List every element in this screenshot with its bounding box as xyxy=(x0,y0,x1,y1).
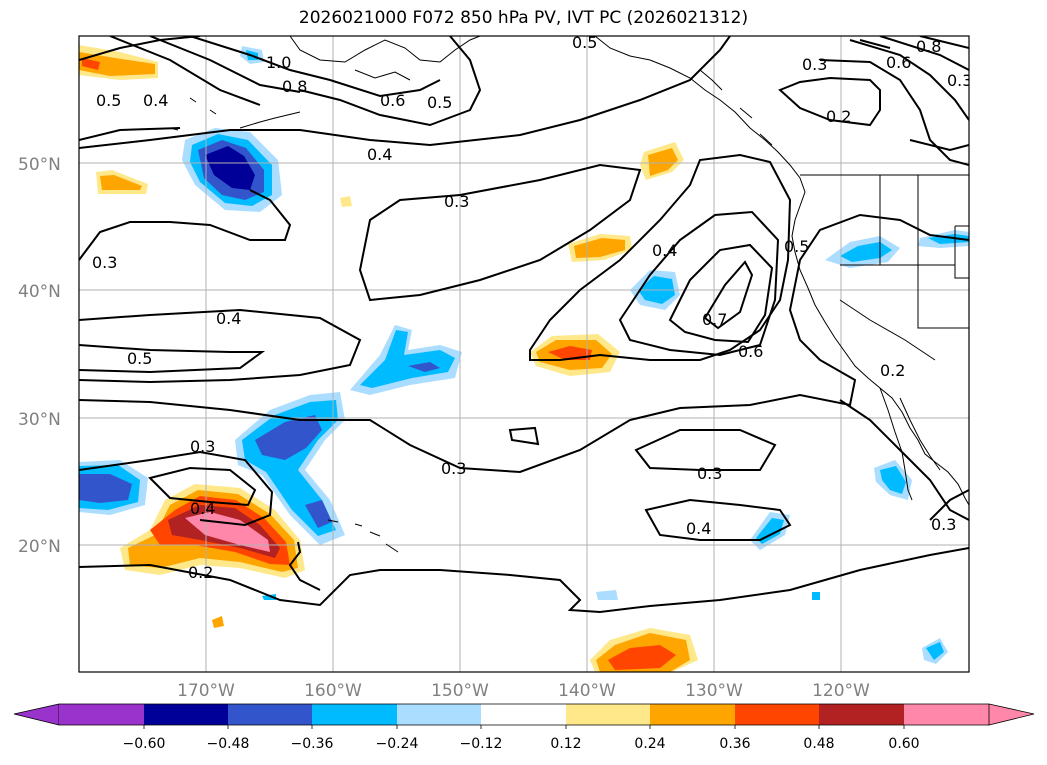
lon-label: 170°W xyxy=(177,681,235,701)
colorbar-segment xyxy=(59,704,144,725)
colorbar-tick-label: 0.48 xyxy=(803,736,834,752)
map-frame xyxy=(78,35,970,673)
colorbar-segment xyxy=(650,704,735,725)
colorbar-tick-label: 0.12 xyxy=(550,736,581,752)
colorbar-segment xyxy=(566,704,650,725)
longitude-labels: 170°W 160°W 150°W 140°W 130°W 120°W xyxy=(177,681,870,701)
latitude-labels: 50°N 40°N 30°N 20°N xyxy=(18,155,61,557)
colorbar-extend-right xyxy=(988,703,1035,726)
contour-label: 1.0 xyxy=(266,53,291,72)
colorbar-segment xyxy=(228,704,312,725)
contour-label: 0.8 xyxy=(916,37,941,56)
lat-label: 50°N xyxy=(18,155,61,175)
contour-label: 0.3 xyxy=(802,55,827,74)
colorbar-segment xyxy=(312,704,397,725)
contour-label: 0.4 xyxy=(143,91,168,110)
contour-label: 0.3 xyxy=(697,464,722,483)
contour-label: 0.2 xyxy=(826,107,851,126)
colorbar-tick-label: 0.60 xyxy=(888,736,919,752)
map-title: 2026021000 F072 850 hPa PV, IVT PC (2026… xyxy=(298,8,749,28)
lat-label: 30°N xyxy=(18,410,61,430)
contour-label-group: 1.0 0.8 0.6 0.5 0.5 0.4 0.4 0.3 0.3 0.4 … xyxy=(92,33,972,582)
contour-label: 0.3 xyxy=(441,459,466,478)
colorbar-extend-left xyxy=(13,703,60,726)
contour-lines xyxy=(79,36,969,614)
colorbar-segment xyxy=(144,704,228,725)
contour-label: 0.3 xyxy=(190,437,215,456)
colorbar-segment xyxy=(735,704,819,725)
contour-label: 0.7 xyxy=(702,310,727,329)
colorbar-segment xyxy=(904,704,989,725)
colorbar-tick-label: −0.24 xyxy=(376,736,419,752)
contour-label: 0.5 xyxy=(127,349,152,368)
contour-label: 0.5 xyxy=(572,33,597,52)
contour-label: 0.5 xyxy=(96,91,121,110)
colorbar-segment xyxy=(819,704,904,725)
colorbar-tick-label: 0.24 xyxy=(634,736,665,752)
colorbar-tick-label: −0.48 xyxy=(207,736,250,752)
lat-label: 40°N xyxy=(18,282,61,302)
contour-label: 0.5 xyxy=(427,93,452,112)
contour-label: 0.2 xyxy=(188,563,213,582)
lat-label: 20°N xyxy=(18,537,61,557)
contour-label: 0.3 xyxy=(92,253,117,272)
contour-label: 0.3 xyxy=(444,192,469,211)
contour-label: 0.5 xyxy=(784,237,809,256)
contour-label: 0.6 xyxy=(886,53,911,72)
colorbar-tick-label: 0.36 xyxy=(719,736,750,752)
contour-label: 0.8 xyxy=(282,77,307,96)
lon-label: 120°W xyxy=(812,681,870,701)
coastlines xyxy=(169,36,969,553)
contour-label: 0.3 xyxy=(931,515,956,534)
lon-label: 150°W xyxy=(431,681,489,701)
colorbar-tick-label: −0.36 xyxy=(291,736,334,752)
contour-label: 0.6 xyxy=(380,91,405,110)
contour-label: 0.4 xyxy=(216,309,241,328)
contour-label: 0.2 xyxy=(880,361,905,380)
colorbar-segment xyxy=(481,704,566,725)
lon-label: 130°W xyxy=(685,681,743,701)
contour-label: 0.4 xyxy=(190,499,215,518)
contour-label: 0.4 xyxy=(686,519,711,538)
lon-label: 140°W xyxy=(558,681,616,701)
contour-label: 0.3 xyxy=(947,71,972,90)
colorbar-segment xyxy=(397,704,481,725)
colorbar: −0.60 −0.48 −0.36 −0.24 −0.12 0.12 0.24 … xyxy=(13,703,1035,752)
colorbar-tick-label: −0.12 xyxy=(460,736,503,752)
lon-label: 160°W xyxy=(304,681,362,701)
colorbar-tick-label: −0.60 xyxy=(123,736,166,752)
contour-label: 0.6 xyxy=(738,342,763,361)
contour-label: 0.4 xyxy=(652,241,677,260)
contour-label: 0.4 xyxy=(367,145,392,164)
